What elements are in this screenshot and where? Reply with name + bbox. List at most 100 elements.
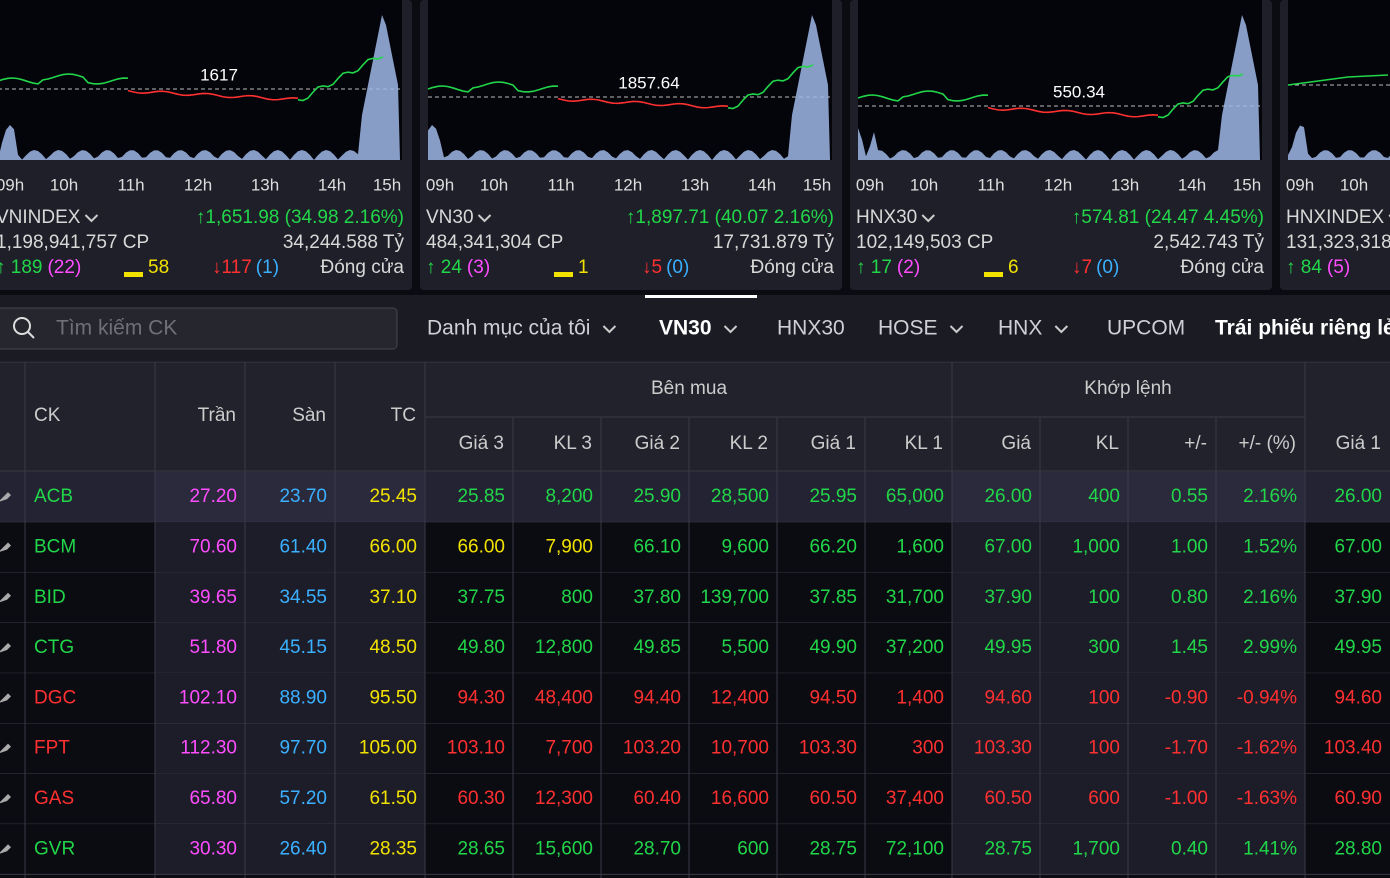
- symbol[interactable]: GVR: [34, 838, 75, 859]
- pin-icon[interactable]: [0, 693, 11, 703]
- tab[interactable]: HOSE: [878, 317, 938, 340]
- pin-icon[interactable]: [0, 743, 11, 754]
- symbol[interactable]: GAS: [34, 788, 74, 809]
- advancers: ↑ 189: [0, 257, 42, 278]
- cell: 300: [1088, 637, 1120, 658]
- ceiling-count: (22): [47, 257, 81, 278]
- time-label: 12h: [184, 175, 212, 194]
- cell: 48,400: [535, 687, 593, 708]
- index-name[interactable]: VNINDEX: [0, 207, 81, 228]
- chart-area: [428, 0, 832, 160]
- tab[interactable]: Trái phiếu riêng lẻ: [1215, 317, 1390, 340]
- unchanged-count: 6: [1008, 257, 1019, 278]
- time-label: 10h: [1340, 175, 1368, 194]
- cell: 37.85: [809, 587, 857, 608]
- tab[interactable]: Danh mục của tôi: [427, 317, 590, 340]
- cell: 37.90: [1334, 587, 1382, 608]
- price-band-background: [155, 522, 425, 573]
- cell: 61.50: [369, 788, 417, 809]
- column-header: CK: [34, 405, 61, 426]
- cell: 34.55: [279, 587, 327, 608]
- cell: 67.00: [984, 536, 1032, 557]
- cell: 37,400: [886, 788, 944, 809]
- index-change: ↑1,897.71 (40.07 2.16%): [626, 207, 834, 228]
- cell: 28.35: [369, 838, 417, 859]
- pin-icon[interactable]: [0, 492, 11, 502]
- cell: 28.80: [1334, 838, 1382, 859]
- index-name[interactable]: HNX30: [856, 207, 917, 228]
- time-label: 15h: [373, 175, 401, 194]
- group-header: Khớp lệnh: [1084, 378, 1171, 399]
- time-label: 13h: [1111, 175, 1139, 194]
- cell: 65.80: [189, 788, 237, 809]
- unchanged-icon: [124, 272, 143, 277]
- column-header: KL 3: [554, 433, 592, 454]
- unchanged-icon: [984, 272, 1003, 277]
- cell: 103.20: [623, 738, 681, 759]
- active-tab-indicator: [645, 295, 757, 298]
- column-header: KL 2: [730, 433, 768, 454]
- price-band-background: [155, 723, 425, 774]
- time-label: 09h: [856, 175, 884, 194]
- index-name[interactable]: HNXINDEX: [1286, 207, 1385, 228]
- pin-icon[interactable]: [0, 643, 11, 653]
- tab[interactable]: HNX: [998, 317, 1042, 340]
- cell: 103.30: [799, 738, 857, 759]
- pin-icon[interactable]: [0, 542, 11, 552]
- volume-area: [858, 15, 1260, 160]
- symbol[interactable]: BCM: [34, 536, 76, 557]
- cell: 105.00: [359, 738, 417, 759]
- cell: 28,500: [711, 486, 769, 507]
- index-name[interactable]: VN30: [426, 207, 474, 228]
- volume-area: [1288, 125, 1390, 160]
- tab[interactable]: UPCOM: [1107, 317, 1185, 340]
- cell: 2.16%: [1243, 486, 1297, 507]
- cell: 8,200: [545, 486, 593, 507]
- search-placeholder: Tìm kiếm CK: [56, 317, 177, 340]
- chart-area: [858, 0, 1262, 160]
- search-icon-handle: [27, 331, 35, 339]
- cell: 12,400: [711, 687, 769, 708]
- floor-count: (1): [256, 257, 279, 278]
- pin-icon[interactable]: [0, 592, 11, 603]
- mini-chart: [857, 15, 1260, 160]
- cell: 7,900: [545, 536, 593, 557]
- column-header: Giá: [1001, 433, 1031, 454]
- search-box[interactable]: [0, 307, 398, 350]
- cell: 94.50: [809, 687, 857, 708]
- advancers: ↑ 84: [1286, 257, 1322, 278]
- index-volume: 484,341,304 CP: [426, 232, 563, 253]
- time-label: 09h: [0, 175, 24, 194]
- cell: 37.80: [633, 587, 681, 608]
- decliners: ↓5: [642, 257, 662, 278]
- time-label: 09h: [426, 175, 454, 194]
- cell: 2.16%: [1243, 587, 1297, 608]
- time-label: 11h: [977, 175, 1004, 194]
- cell: 9,600: [721, 536, 769, 557]
- cell: 0.55: [1171, 486, 1208, 507]
- symbol[interactable]: FPT: [34, 738, 70, 759]
- index-change: ↑1,651.98 (34.98 2.16%): [196, 207, 404, 228]
- pin-icon[interactable]: [0, 844, 11, 854]
- market-status: Đóng cửa: [751, 257, 835, 278]
- tab[interactable]: HNX30: [777, 317, 845, 340]
- cell: 94.30: [457, 687, 505, 708]
- cell: 66.10: [633, 536, 681, 557]
- symbol[interactable]: DGC: [34, 687, 76, 708]
- cell: -0.90: [1165, 687, 1208, 708]
- symbol[interactable]: CTG: [34, 637, 74, 658]
- mini-chart: [427, 15, 830, 160]
- cell: 100: [1088, 738, 1120, 759]
- cell: 26.00: [984, 486, 1032, 507]
- symbol[interactable]: ACB: [34, 486, 73, 507]
- price-line-down: [127, 89, 299, 101]
- symbol[interactable]: BID: [34, 587, 66, 608]
- tab[interactable]: VN30: [659, 317, 712, 340]
- cell: 26.40: [279, 838, 327, 859]
- pin-icon[interactable]: [0, 793, 11, 804]
- mini-chart: [0, 15, 400, 160]
- price-line-up: [727, 64, 814, 110]
- cell: 25.95: [809, 486, 857, 507]
- ceiling-count: (3): [467, 257, 490, 278]
